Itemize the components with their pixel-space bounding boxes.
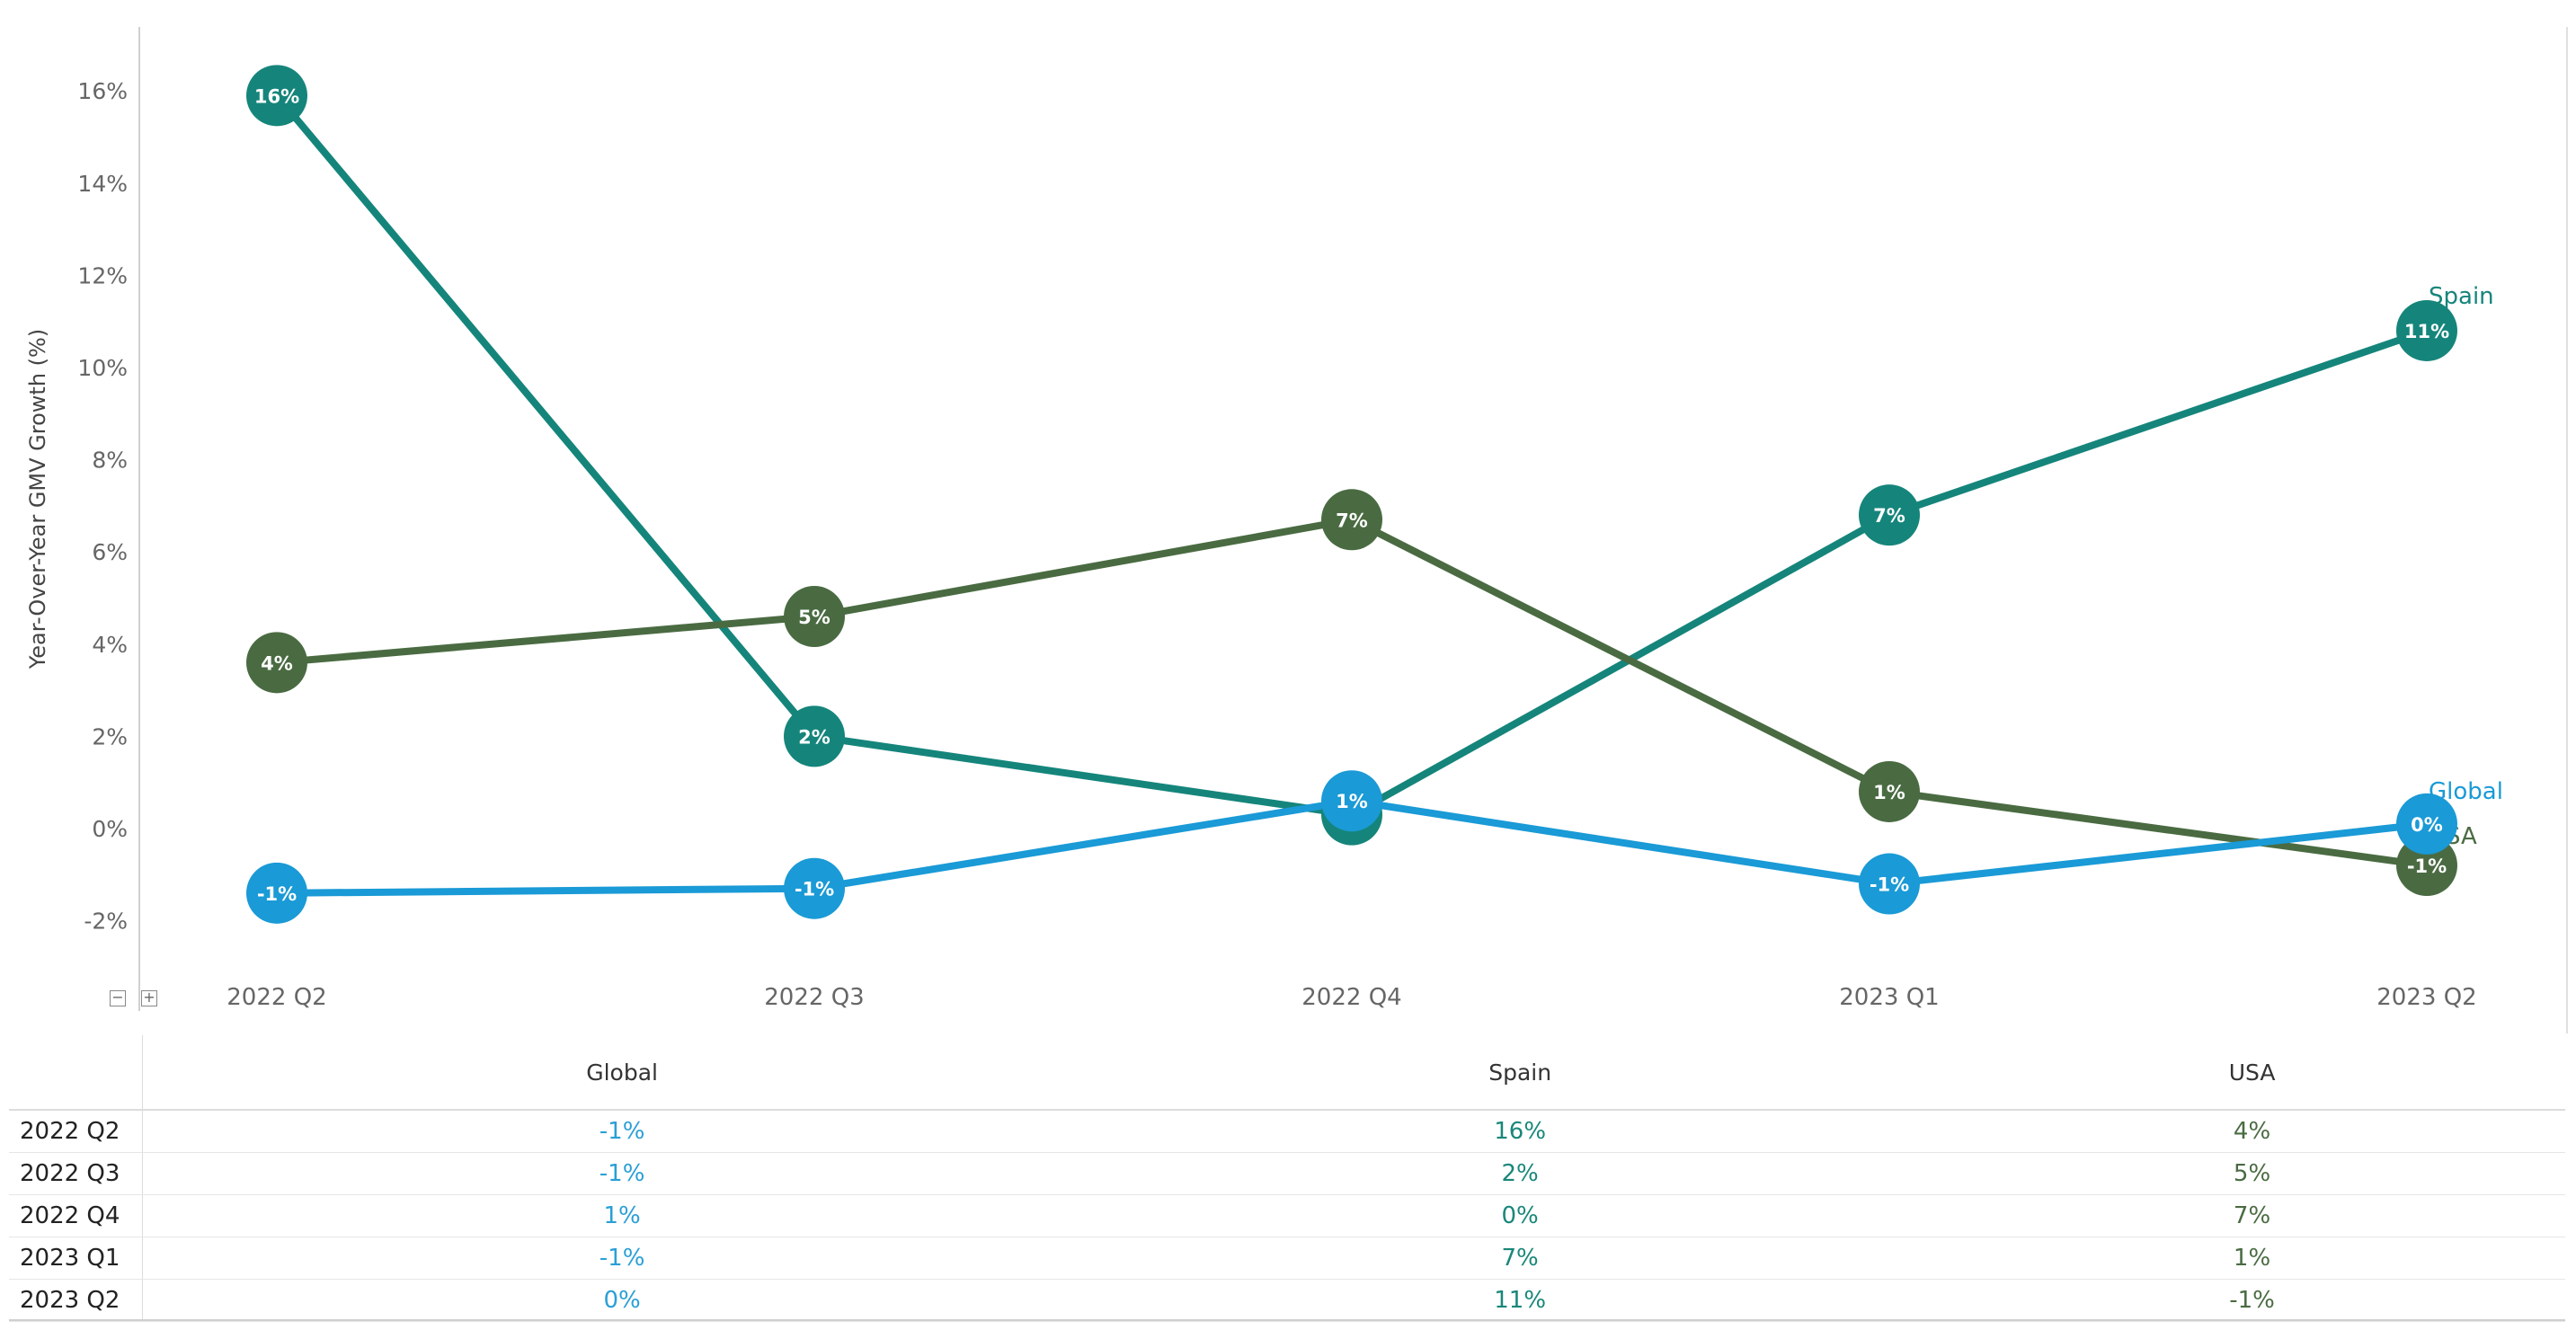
table-body: 2022 Q2 -1% 16% 4% 2022 Q3 -1% 2% 5% 2022 Q4 1% 0%… xyxy=(9,1110,2565,1322)
data-point[interactable] xyxy=(1859,853,1920,915)
series-line-spain xyxy=(273,93,2429,819)
table-cell: 0% xyxy=(1101,1194,1940,1237)
data-point[interactable] xyxy=(2396,793,2457,855)
y-tick-label: -2% xyxy=(84,909,128,935)
data-point[interactable] xyxy=(1859,484,1920,546)
y-tick-label: 8% xyxy=(92,448,128,474)
table-row: 2023 Q2 0% 11% -1% xyxy=(9,1279,2565,1322)
x-tick-label: 2022 Q2 xyxy=(227,984,326,1011)
table-cell: 2% xyxy=(1101,1152,1940,1195)
table-header-row: Global Spain USA xyxy=(9,1035,2565,1111)
series-end-labels: SpainUSAGlobal xyxy=(2429,283,2503,850)
data-point[interactable] xyxy=(784,857,845,919)
data-label: 0% xyxy=(2411,814,2443,836)
line-chart: Year-Over-Year GMV Growth (%) -2% 0% 2% 4% 6… xyxy=(25,27,2568,1033)
data-label: 1% xyxy=(1873,782,1905,803)
table-row: 2022 Q2 -1% 16% 4% xyxy=(9,1110,2565,1153)
data-point[interactable] xyxy=(784,586,845,648)
y-axis-label: Year-Over-Year GMV Growth (%) xyxy=(25,329,50,669)
table-row: 2023 Q1 -1% 7% 1% xyxy=(9,1237,2565,1280)
table-cell: 1% xyxy=(142,1194,1102,1237)
x-tick-label: 2023 Q1 xyxy=(1839,984,1939,1011)
table-cell: -1% xyxy=(142,1237,1102,1280)
table-row: 2022 Q4 1% 0% 7% xyxy=(9,1194,2565,1237)
data-label: -1% xyxy=(257,883,297,905)
table-cell: 16% xyxy=(1101,1110,1940,1153)
y-tick-label: 4% xyxy=(92,632,128,658)
y-tick-label: 14% xyxy=(77,171,128,197)
table-corner xyxy=(9,1035,143,1111)
x-tick-label: 2023 Q2 xyxy=(2376,984,2476,1011)
table-row: 2022 Q3 -1% 2% 5% xyxy=(9,1152,2565,1195)
table-column-header: Spain xyxy=(1101,1035,1940,1111)
data-label: 11% xyxy=(2404,321,2449,342)
y-tick-label: 10% xyxy=(77,355,128,381)
data-point[interactable] xyxy=(1321,770,1382,832)
data-table: Global Spain USA 2022 Q2 -1% 16% 4% 2022 Q3-… xyxy=(9,1035,2565,1322)
y-tick-label: 6% xyxy=(92,539,128,565)
table-row-header: 2023 Q1 xyxy=(9,1237,143,1280)
data-label: 4% xyxy=(261,652,293,674)
table-cell: 4% xyxy=(1939,1110,2565,1153)
x-tick-label: 2022 Q4 xyxy=(1301,984,1401,1011)
y-tick-label: 12% xyxy=(77,262,128,288)
table-cell: -1% xyxy=(142,1152,1102,1195)
data-label: -1% xyxy=(795,879,834,900)
table-cell: 11% xyxy=(1101,1279,1940,1322)
data-point[interactable] xyxy=(1321,489,1382,551)
table-row-header: 2022 Q2 xyxy=(9,1110,143,1153)
x-axis-ticks: 2022 Q2 2022 Q3 2022 Q4 2023 Q1 2023 Q2 xyxy=(227,984,2476,1011)
data-label: 2% xyxy=(798,726,831,748)
table-cell: -1% xyxy=(142,1110,1102,1153)
expand-button[interactable]: + xyxy=(141,990,157,1006)
data-point[interactable] xyxy=(246,65,307,127)
y-tick-label: 16% xyxy=(77,78,128,104)
series-points: 16%2%0%7%11%4%5%7%1%-1%-1%-1%1%-1%0% xyxy=(246,65,2457,924)
table-cell: -1% xyxy=(1939,1279,2565,1322)
table-row-header: 2022 Q4 xyxy=(9,1194,143,1237)
table-column-header: USA xyxy=(1939,1035,2565,1111)
table-row-header: 2022 Q3 xyxy=(9,1152,143,1195)
table-cell: 7% xyxy=(1101,1237,1940,1280)
table-cell: 1% xyxy=(1939,1237,2565,1280)
table-cell: 0% xyxy=(142,1279,1102,1322)
data-label: 7% xyxy=(1873,505,1905,527)
data-point[interactable] xyxy=(2396,299,2457,361)
table-column-header: Global xyxy=(142,1035,1102,1111)
data-label: 5% xyxy=(798,607,831,628)
data-label: 16% xyxy=(254,85,299,107)
y-tick-label: 2% xyxy=(92,723,128,749)
data-point[interactable] xyxy=(1859,760,1920,822)
y-axis-ticks: -2% 0% 2% 4% 6% 8% 10% 12% 14% 16% xyxy=(77,78,128,934)
y-tick-label: 0% xyxy=(92,816,128,842)
data-point[interactable] xyxy=(246,862,307,924)
data-label: 1% xyxy=(1336,791,1368,812)
table-cell: 5% xyxy=(1939,1152,2565,1195)
data-point[interactable] xyxy=(246,632,307,694)
data-label: -1% xyxy=(2407,856,2447,877)
collapse-button[interactable]: − xyxy=(110,990,126,1006)
data-label: -1% xyxy=(1870,874,1909,896)
data-label: 7% xyxy=(1336,510,1368,531)
data-point[interactable] xyxy=(784,705,845,767)
table-cell: 7% xyxy=(1939,1194,2565,1237)
x-tick-label: 2022 Q3 xyxy=(764,984,864,1011)
table-row-header: 2023 Q2 xyxy=(9,1279,143,1322)
